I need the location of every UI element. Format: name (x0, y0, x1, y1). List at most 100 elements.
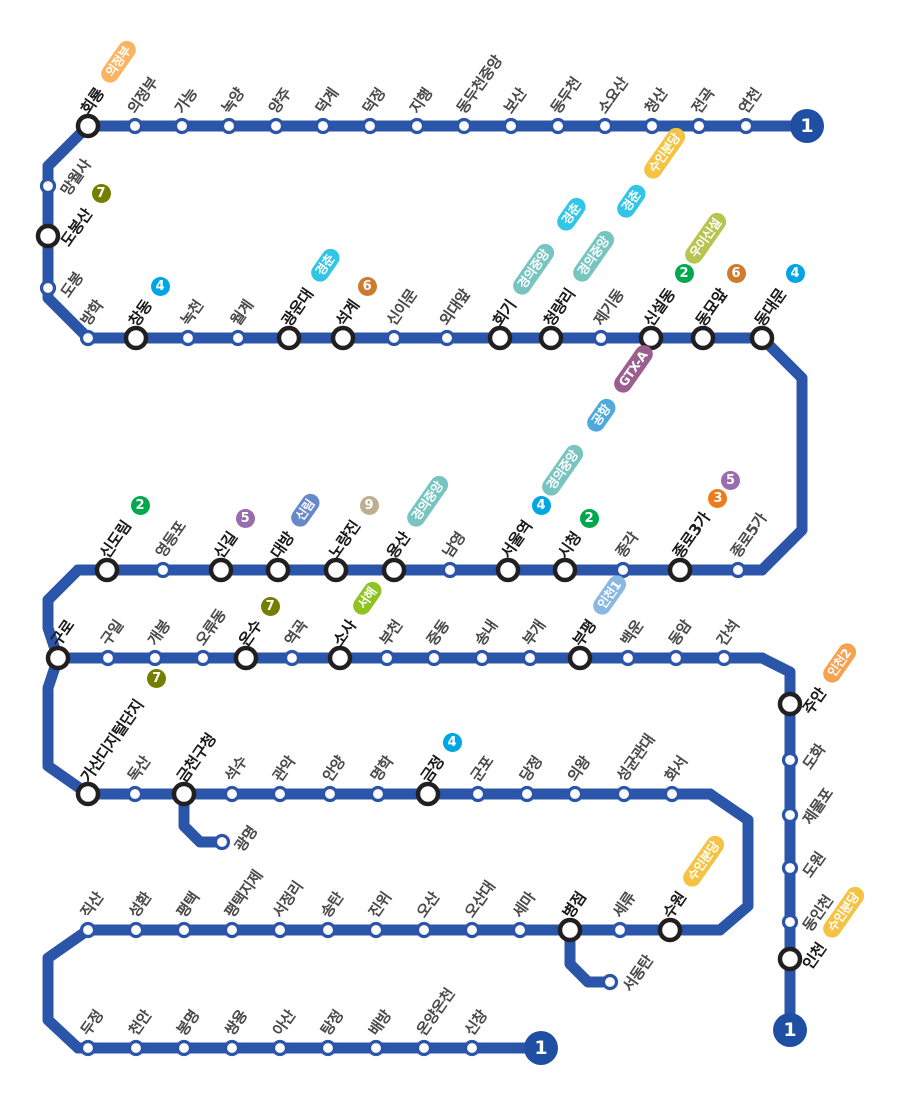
station-dot-minor (596, 117, 614, 135)
station-dot-minor (438, 329, 456, 347)
terminus-badge-incheon: 1 (773, 1013, 807, 1047)
terminus-badge-yeoncheon: 1 (790, 109, 824, 143)
station-dot-minor (175, 921, 193, 939)
transfer-line-badge[interactable]: 2 (130, 495, 150, 515)
transfer-line-badge[interactable]: 7 (260, 596, 280, 616)
station-dot-minor (549, 117, 567, 135)
station-dot-minor (415, 921, 433, 939)
station-dot-minor (220, 117, 238, 135)
route-gwangmyeong-branch (178, 788, 228, 848)
station-dot-major (552, 557, 578, 583)
transfer-line-badge[interactable]: 6 (726, 263, 746, 283)
transfer-line-badge[interactable]: 9 (359, 495, 379, 515)
station-dot-minor (511, 921, 529, 939)
station-dot-minor (408, 117, 426, 135)
station-dot-minor (146, 649, 164, 667)
station-dot-minor (367, 921, 385, 939)
route-seodongtan-branch (564, 924, 616, 988)
station-dot-minor (127, 1039, 145, 1057)
station-dot-minor (463, 1039, 481, 1057)
route-left-vertical-2 (42, 564, 84, 664)
station-dot-minor (319, 921, 337, 939)
station-dot-minor (79, 1039, 97, 1057)
station-dot-minor (690, 117, 708, 135)
route-right-vertical-1 (756, 332, 808, 576)
transfer-line-badge[interactable]: 3 (708, 488, 728, 508)
station-dot-minor (154, 561, 172, 579)
station-dot-minor (126, 785, 144, 803)
station-dot-minor (369, 785, 387, 803)
station-dot-major (567, 645, 593, 671)
station-dot-minor (667, 649, 685, 667)
station-dot-minor (314, 117, 332, 135)
station-dot-minor (663, 785, 681, 803)
station-dot-minor (592, 329, 610, 347)
station-dot-minor (643, 117, 661, 135)
station-dot-minor (518, 785, 536, 803)
station-dot-minor (39, 177, 57, 195)
station-dot-major (657, 917, 683, 943)
station-dot-minor (99, 649, 117, 667)
station-dot-major (171, 781, 197, 807)
station-dot-minor (213, 833, 231, 851)
station-dot-minor (283, 649, 301, 667)
station-dot-minor (781, 806, 799, 824)
route-left-vertical-3 (42, 652, 94, 800)
station-dot-major (538, 325, 564, 351)
station-dot-minor (615, 785, 633, 803)
station-dot-major (233, 645, 259, 671)
station-dot-minor (271, 1039, 289, 1057)
station-dot-major (495, 557, 521, 583)
station-dot-minor (194, 649, 212, 667)
transfer-line-badge[interactable]: 4 (531, 495, 551, 515)
station-dot-minor (781, 751, 799, 769)
station-dot-minor (79, 921, 97, 939)
station-dot-minor (223, 1039, 241, 1057)
station-dot-major (381, 557, 407, 583)
station-dot-minor (715, 649, 733, 667)
transfer-line-badge[interactable]: 6 (357, 276, 377, 296)
transfer-line-badge[interactable]: 2 (674, 263, 694, 283)
terminus-badge-sinchang: 1 (524, 1031, 558, 1065)
station-dot-major (75, 781, 101, 807)
station-dot-minor (425, 649, 443, 667)
station-dot-minor (173, 117, 191, 135)
station-dot-minor (223, 785, 241, 803)
transfer-line-badge[interactable]: 4 (150, 276, 170, 296)
station-dot-minor (321, 785, 339, 803)
station-dot-minor (415, 1039, 433, 1057)
station-dot-minor (39, 279, 57, 297)
station-dot-minor (441, 561, 459, 579)
station-dot-major (208, 557, 234, 583)
station-dot-major (487, 325, 513, 351)
station-dot-major (330, 325, 356, 351)
station-dot-minor (781, 859, 799, 877)
station-dot-major (265, 557, 291, 583)
station-dot-major (45, 645, 71, 671)
station-dot-minor (179, 329, 197, 347)
route-right-connector-2 (756, 652, 796, 1036)
station-dot-major (690, 325, 716, 351)
station-dot-major (557, 917, 583, 943)
station-dot-minor (361, 117, 379, 135)
station-dot-major (276, 325, 302, 351)
station-dot-major (777, 946, 803, 972)
station-dot-minor (463, 921, 481, 939)
station-dot-minor (367, 1039, 385, 1057)
station-dot-major (123, 325, 149, 351)
transfer-line-badge[interactable]: 4 (442, 732, 462, 752)
transfer-line-badge[interactable]: 5 (721, 470, 741, 490)
transfer-line-badge[interactable]: 5 (235, 508, 255, 528)
station-dot-minor (619, 649, 637, 667)
route-right-connector-3 (704, 788, 754, 936)
transfer-line-badge[interactable]: 4 (785, 263, 805, 283)
station-dot-minor (729, 561, 747, 579)
transfer-line-badge[interactable]: 2 (579, 508, 599, 528)
transfer-line-badge[interactable]: 7 (147, 669, 167, 689)
station-dot-minor (385, 329, 403, 347)
station-dot-major (415, 781, 441, 807)
transfer-line-badge[interactable]: 7 (91, 183, 111, 203)
station-dot-minor (521, 649, 539, 667)
